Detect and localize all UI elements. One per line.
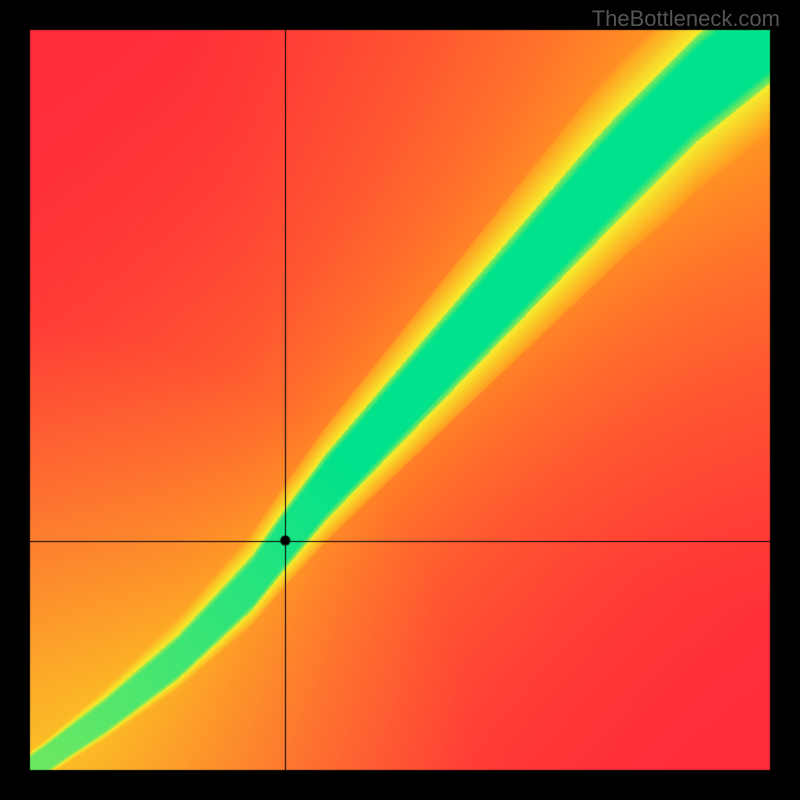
heatmap-canvas xyxy=(0,0,800,800)
watermark-text: TheBottleneck.com xyxy=(592,6,780,32)
chart-container: TheBottleneck.com xyxy=(0,0,800,800)
